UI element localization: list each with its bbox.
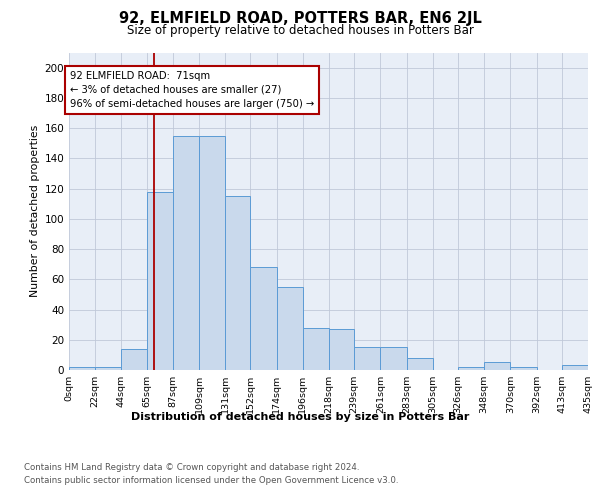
- Bar: [173, 136, 199, 370]
- Bar: [69, 367, 95, 370]
- Bar: [250, 267, 277, 370]
- Text: Contains public sector information licensed under the Open Government Licence v3: Contains public sector information licen…: [24, 476, 398, 485]
- Bar: [225, 196, 250, 370]
- Y-axis label: Number of detached properties: Number of detached properties: [30, 125, 40, 298]
- Bar: [121, 349, 146, 370]
- Bar: [407, 358, 433, 370]
- Bar: [199, 136, 225, 370]
- Bar: [329, 329, 354, 370]
- Bar: [277, 287, 303, 370]
- Text: Size of property relative to detached houses in Potters Bar: Size of property relative to detached ho…: [127, 24, 473, 37]
- Bar: [95, 367, 121, 370]
- Text: 92 ELMFIELD ROAD:  71sqm
← 3% of detached houses are smaller (27)
96% of semi-de: 92 ELMFIELD ROAD: 71sqm ← 3% of detached…: [70, 70, 314, 108]
- Text: 92, ELMFIELD ROAD, POTTERS BAR, EN6 2JL: 92, ELMFIELD ROAD, POTTERS BAR, EN6 2JL: [119, 11, 481, 26]
- Bar: [303, 328, 329, 370]
- Bar: [354, 348, 380, 370]
- Bar: [562, 366, 588, 370]
- Bar: [484, 362, 511, 370]
- Text: Distribution of detached houses by size in Potters Bar: Distribution of detached houses by size …: [131, 412, 469, 422]
- Bar: [458, 367, 484, 370]
- Bar: [511, 367, 536, 370]
- Text: Contains HM Land Registry data © Crown copyright and database right 2024.: Contains HM Land Registry data © Crown c…: [24, 462, 359, 471]
- Bar: [380, 348, 407, 370]
- Bar: [146, 192, 173, 370]
